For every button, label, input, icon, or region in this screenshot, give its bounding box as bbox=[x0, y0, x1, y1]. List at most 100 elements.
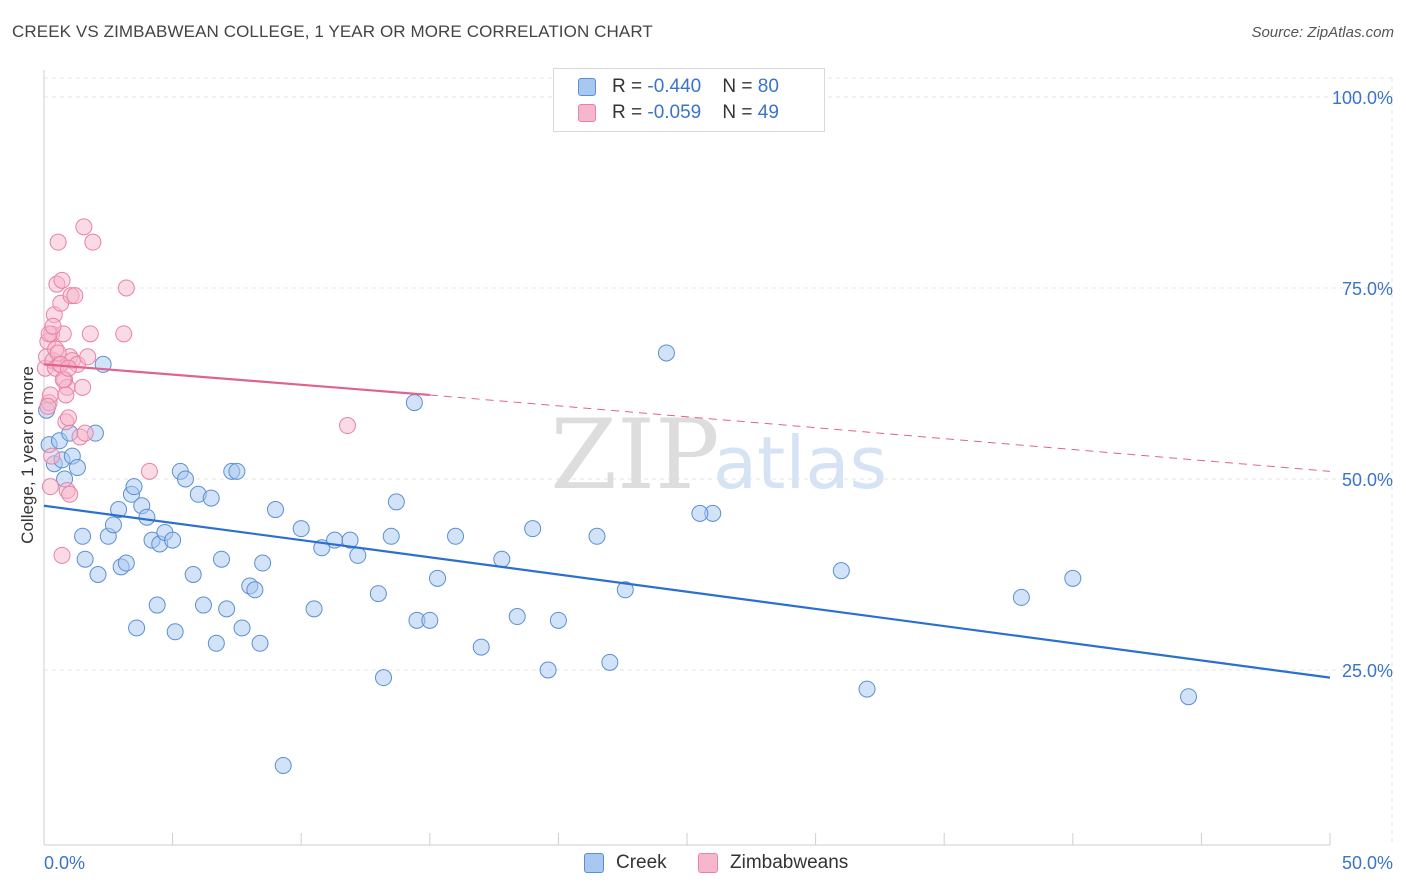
zimbabweans-point bbox=[57, 386, 75, 404]
zimbabweans-point bbox=[81, 325, 99, 343]
zimbabweans-point bbox=[115, 325, 133, 343]
creek-point bbox=[218, 600, 236, 618]
creek-point bbox=[421, 611, 439, 629]
creek-point bbox=[375, 669, 393, 687]
creek-point bbox=[212, 550, 230, 568]
zimbabweans-point bbox=[59, 359, 77, 377]
creek-point bbox=[166, 623, 184, 641]
creek-point bbox=[1180, 688, 1198, 706]
zimbabweans-point bbox=[53, 546, 71, 564]
creek-point bbox=[202, 489, 220, 507]
zimbabweans-point bbox=[75, 218, 93, 236]
creek-point bbox=[89, 566, 107, 583]
creek-point bbox=[349, 546, 367, 564]
zimbabweans-point bbox=[59, 409, 77, 427]
creek-legend-swatch bbox=[584, 853, 604, 873]
creek-point bbox=[164, 531, 182, 549]
creek-point bbox=[125, 478, 143, 496]
watermark-zip: ZIP bbox=[550, 399, 719, 511]
creek-point bbox=[524, 520, 542, 538]
creek-point bbox=[472, 638, 490, 656]
creek-point bbox=[104, 516, 122, 534]
creek-point bbox=[176, 470, 194, 488]
zimbabweans-point bbox=[44, 317, 62, 335]
zimbabweans-legend-swatch bbox=[698, 853, 718, 873]
creek-trend-line bbox=[43, 504, 1331, 679]
zimbabweans-trend-line-extrapolated bbox=[429, 394, 1331, 472]
zimbabweans-point bbox=[43, 447, 61, 465]
watermark-atlas: atlas bbox=[713, 421, 887, 505]
creek-point bbox=[1012, 588, 1030, 606]
creek-point bbox=[387, 493, 405, 511]
zimbabweans-point bbox=[76, 424, 94, 442]
zimbabweans-point bbox=[41, 478, 59, 496]
zimbabweans-point bbox=[39, 397, 57, 415]
creek-point bbox=[228, 462, 246, 480]
zimbabweans-legend-label: Zimbabweans bbox=[730, 852, 849, 873]
zimbabweans-r-value: -0.059 bbox=[647, 102, 702, 123]
creek-point bbox=[382, 527, 400, 545]
y-axis-label: College, 1 year or more bbox=[18, 366, 37, 544]
x-tick-label: 0.0% bbox=[44, 853, 85, 873]
creek-point bbox=[405, 394, 423, 412]
creek-point bbox=[76, 550, 94, 568]
creek-point bbox=[194, 596, 212, 614]
creek-point bbox=[657, 344, 675, 362]
creek-point bbox=[251, 634, 269, 652]
creek-point bbox=[68, 459, 86, 477]
creek-point bbox=[117, 554, 135, 572]
creek-point bbox=[292, 520, 310, 538]
zimbabweans-n-value: 49 bbox=[757, 102, 779, 123]
creek-legend-label: Creek bbox=[616, 852, 667, 873]
zimbabweans-point bbox=[79, 348, 97, 366]
creek-point bbox=[601, 653, 619, 671]
zimbabweans-point bbox=[49, 233, 67, 251]
stats-legend: R = -0.440 N = 80 R = -0.059 N = 49 bbox=[553, 68, 825, 132]
zimbabweans-point bbox=[53, 271, 71, 289]
zimbabweans-point bbox=[140, 462, 158, 480]
y-tick-label: 75.0% bbox=[1342, 279, 1393, 299]
creek-point bbox=[74, 527, 92, 545]
zimbabweans-point bbox=[61, 485, 79, 503]
creek-point bbox=[447, 527, 465, 545]
creek-n-value: 80 bbox=[757, 76, 779, 97]
creek-point bbox=[832, 562, 850, 580]
creek-point bbox=[341, 531, 359, 549]
zimbabweans-point bbox=[74, 378, 92, 396]
creek-point bbox=[274, 757, 292, 774]
creek-point bbox=[246, 581, 264, 599]
zimbabweans-trend-line bbox=[43, 363, 430, 397]
y-tick-label: 100.0% bbox=[1332, 88, 1393, 108]
creek-r-value: -0.440 bbox=[647, 76, 702, 97]
creek-point bbox=[148, 596, 166, 614]
creek-point bbox=[549, 611, 567, 629]
zimbabweans-point bbox=[84, 233, 102, 251]
creek-point bbox=[691, 504, 709, 522]
creek-point bbox=[254, 554, 272, 572]
zimbabweans-point bbox=[117, 279, 135, 297]
creek-point bbox=[110, 501, 128, 519]
creek-point bbox=[616, 581, 634, 599]
y-tick-label: 25.0% bbox=[1342, 661, 1393, 681]
creek-point bbox=[266, 501, 284, 519]
creek-point bbox=[369, 585, 387, 603]
zimbabweans-point bbox=[338, 417, 356, 435]
creek-point bbox=[588, 527, 606, 545]
x-tick-label: 50.0% bbox=[1342, 853, 1393, 873]
creek-point bbox=[493, 550, 511, 568]
creek-point bbox=[508, 608, 526, 626]
creek-point bbox=[207, 634, 225, 652]
creek-point bbox=[539, 661, 557, 679]
y-tick-label: 50.0% bbox=[1342, 470, 1393, 490]
creek-point bbox=[138, 508, 156, 526]
creek-point bbox=[233, 619, 251, 637]
creek-swatch bbox=[578, 78, 596, 96]
zimbabweans-point bbox=[66, 287, 84, 305]
creek-point bbox=[184, 566, 202, 583]
chart-source: Source: ZipAtlas.com bbox=[1251, 24, 1394, 41]
creek-point bbox=[128, 619, 146, 637]
zimbabweans-swatch bbox=[578, 104, 596, 122]
creek-point bbox=[858, 680, 876, 698]
chart-title: CREEK VS ZIMBABWEAN COLLEGE, 1 YEAR OR M… bbox=[12, 22, 653, 41]
